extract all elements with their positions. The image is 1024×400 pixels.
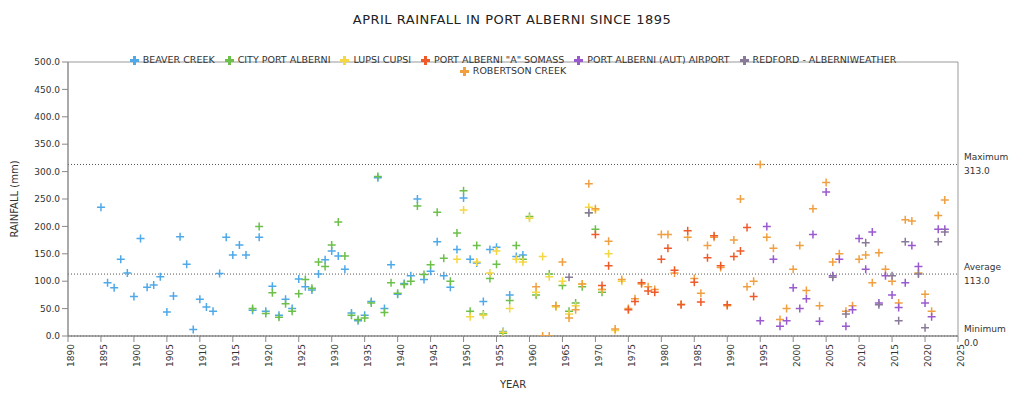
svg-text:1910: 1910 bbox=[198, 344, 208, 367]
svg-text:313.0: 313.0 bbox=[964, 166, 990, 176]
html-text:CITY PORT ALBERNI: CITY PORT ALBERNI bbox=[237, 54, 331, 65]
svg-text:200.0: 200.0 bbox=[34, 222, 60, 232]
svg-text:1925: 1925 bbox=[297, 344, 307, 367]
svg-text:2020: 2020 bbox=[923, 344, 933, 367]
svg-text:1940: 1940 bbox=[396, 344, 406, 367]
svg-text:1890: 1890 bbox=[66, 344, 76, 367]
svg-text:0.0: 0.0 bbox=[964, 338, 979, 348]
svg-text:RAINFALL (mm): RAINFALL (mm) bbox=[9, 160, 20, 237]
svg-text:1990: 1990 bbox=[726, 344, 736, 367]
svg-text:100.0: 100.0 bbox=[34, 276, 60, 286]
svg-text:1900: 1900 bbox=[132, 344, 142, 367]
svg-text:Average: Average bbox=[964, 262, 1001, 272]
html-text:PORT ALBERNI "A" SOMASS: PORT ALBERNI "A" SOMASS bbox=[434, 54, 565, 65]
svg-text:1895: 1895 bbox=[99, 344, 109, 367]
svg-text:2010: 2010 bbox=[858, 344, 868, 367]
html-text:ROBERTSON CREEK: ROBERTSON CREEK bbox=[472, 65, 567, 76]
svg-text:113.0: 113.0 bbox=[964, 276, 990, 286]
html-text:PORT ALBERNI (AUT) AIRPORT: PORT ALBERNI (AUT) AIRPORT bbox=[587, 54, 730, 65]
svg-text:1970: 1970 bbox=[594, 344, 604, 367]
svg-text:1995: 1995 bbox=[759, 344, 769, 367]
svg-text:50.0: 50.0 bbox=[40, 304, 60, 314]
svg-text:1960: 1960 bbox=[528, 344, 538, 367]
svg-text:1955: 1955 bbox=[495, 344, 505, 367]
html-text:APRIL RAINFALL IN PORT ALBERNI: APRIL RAINFALL IN PORT ALBERNI SINCE 189… bbox=[352, 12, 672, 27]
svg-text:450.0: 450.0 bbox=[34, 85, 60, 95]
svg-text:Minimum: Minimum bbox=[964, 324, 1006, 334]
svg-text:1950: 1950 bbox=[462, 344, 472, 367]
svg-text:400.0: 400.0 bbox=[34, 112, 60, 122]
svg-text:300.0: 300.0 bbox=[34, 167, 60, 177]
svg-text:250.0: 250.0 bbox=[34, 194, 60, 204]
svg-text:2025: 2025 bbox=[956, 344, 966, 367]
svg-text:1965: 1965 bbox=[561, 344, 571, 367]
svg-text:350.0: 350.0 bbox=[34, 139, 60, 149]
svg-text:2005: 2005 bbox=[825, 344, 835, 367]
svg-text:1985: 1985 bbox=[693, 344, 703, 367]
svg-text:2000: 2000 bbox=[792, 344, 802, 367]
html-text:REDFORD - ALBERNIWEATHER: REDFORD - ALBERNIWEATHER bbox=[752, 54, 897, 65]
svg-text:1975: 1975 bbox=[627, 344, 637, 367]
svg-text:0.0: 0.0 bbox=[46, 331, 61, 341]
svg-text:2015: 2015 bbox=[890, 344, 900, 367]
svg-text:1945: 1945 bbox=[429, 344, 439, 367]
svg-text:1905: 1905 bbox=[165, 344, 175, 367]
svg-text:500.0: 500.0 bbox=[34, 57, 60, 67]
svg-text:1920: 1920 bbox=[264, 344, 274, 367]
svg-text:Maximum: Maximum bbox=[964, 152, 1008, 162]
svg-text:1930: 1930 bbox=[330, 344, 340, 367]
svg-text:1980: 1980 bbox=[660, 344, 670, 367]
html-text:BEAVER CREEK: BEAVER CREEK bbox=[142, 54, 215, 65]
svg-text:150.0: 150.0 bbox=[34, 249, 60, 259]
html-text:LUPSI CUPSI: LUPSI CUPSI bbox=[353, 54, 411, 65]
svg-text:YEAR: YEAR bbox=[499, 379, 526, 390]
svg-text:1915: 1915 bbox=[231, 344, 241, 367]
svg-text:1935: 1935 bbox=[363, 344, 373, 367]
